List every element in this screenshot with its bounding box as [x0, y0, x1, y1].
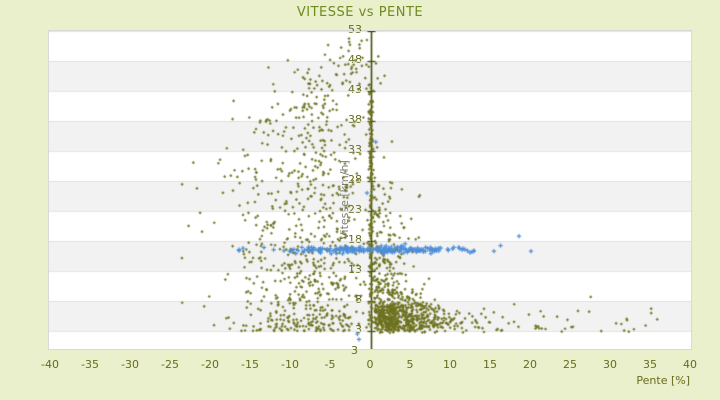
plot-area — [48, 30, 692, 350]
x-tick-label: -5 — [324, 358, 336, 371]
x-tick-label: 40 — [683, 358, 697, 371]
x-axis-label: Pente [%] — [636, 374, 690, 387]
scatter-canvas — [49, 31, 691, 349]
x-tick-label: 10 — [443, 358, 457, 371]
x-tick-label: 35 — [643, 358, 657, 371]
x-tick-label: 25 — [563, 358, 577, 371]
x-tick-label: -20 — [201, 358, 219, 371]
x-tick-label: 15 — [483, 358, 497, 371]
x-tick-label: 5 — [406, 358, 414, 371]
x-tick-label: -10 — [281, 358, 299, 371]
x-tick-label: -40 — [41, 358, 59, 371]
x-tick-label: -25 — [161, 358, 179, 371]
x-tick-label: 20 — [523, 358, 537, 371]
chart-title: VITESSE vs PENTE — [296, 5, 424, 20]
x-tick-label: -30 — [121, 358, 139, 371]
x-tick-label: 0 — [366, 358, 374, 371]
y-axis-bottom-label: 3 — [351, 344, 358, 357]
x-tick-label: -15 — [241, 358, 259, 371]
x-tick-label: 30 — [603, 358, 617, 371]
x-tick-label: -35 — [81, 358, 99, 371]
